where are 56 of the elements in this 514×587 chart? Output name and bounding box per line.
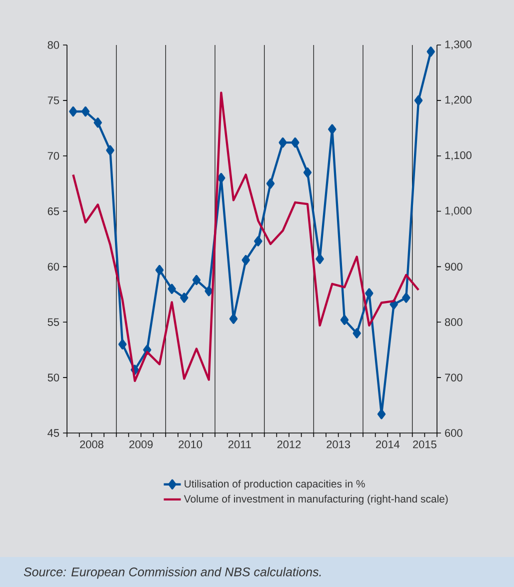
point <box>291 137 300 148</box>
point <box>180 292 188 303</box>
point <box>316 254 324 264</box>
point <box>402 292 410 303</box>
point <box>155 264 164 276</box>
point <box>390 299 398 310</box>
y-tick-label: 60 <box>48 262 60 271</box>
point <box>426 46 435 57</box>
point <box>340 314 349 325</box>
point <box>94 118 102 128</box>
x-tick-label: 2009 <box>129 440 153 448</box>
point <box>266 178 275 189</box>
y-tick-label: 70 <box>48 152 60 160</box>
y2-tick-label: 1,000 <box>445 206 472 216</box>
point <box>303 167 312 178</box>
point <box>365 288 374 298</box>
point <box>328 124 336 134</box>
x-tick-label: 2012 <box>277 440 301 448</box>
point <box>168 284 176 294</box>
point <box>204 286 213 296</box>
point <box>69 106 78 117</box>
point <box>278 137 287 148</box>
point <box>81 106 90 117</box>
point <box>254 236 262 246</box>
y2-tick-label: 1,100 <box>445 151 472 160</box>
point <box>229 314 238 324</box>
line-series <box>72 92 420 382</box>
legend-label: Utilisation of production capacities in % <box>184 480 365 490</box>
point <box>242 254 250 266</box>
y-tick-label: 75 <box>48 96 60 104</box>
x-tick-label: 2010 <box>178 440 202 448</box>
y-tick-label: 65 <box>48 207 60 216</box>
point <box>352 328 361 338</box>
y-tick-label: 45 <box>48 429 60 437</box>
x-tick-label: 2014 <box>376 440 400 448</box>
point <box>217 172 226 184</box>
x-tick-label: 2011 <box>228 440 251 448</box>
y2-tick-label: 900 <box>445 262 462 271</box>
point <box>377 409 386 420</box>
legend-label: Volume of investment in manufacturing (right-hand scale) <box>184 494 448 505</box>
y-tick-label: 50 <box>48 374 60 382</box>
point <box>106 145 114 156</box>
point <box>192 274 201 286</box>
y-tick-label: 80 <box>48 41 60 49</box>
x-tick-label: 2015 <box>413 440 436 448</box>
y2-tick-label: 700 <box>445 374 462 382</box>
x-tick-label: 2008 <box>80 440 104 448</box>
source-note: Source: European Commission and NBS calculations. <box>24 567 321 579</box>
y2-tick-label: 800 <box>444 318 462 326</box>
y2-tick-label: 1,300 <box>445 40 472 50</box>
x-tick-label: 2013 <box>326 440 350 448</box>
y-tick-label: 55 <box>48 318 60 326</box>
y2-tick-label: 1,200 <box>445 96 472 105</box>
point <box>118 339 127 350</box>
y2-tick-label: 600 <box>445 429 462 437</box>
point <box>414 95 423 106</box>
